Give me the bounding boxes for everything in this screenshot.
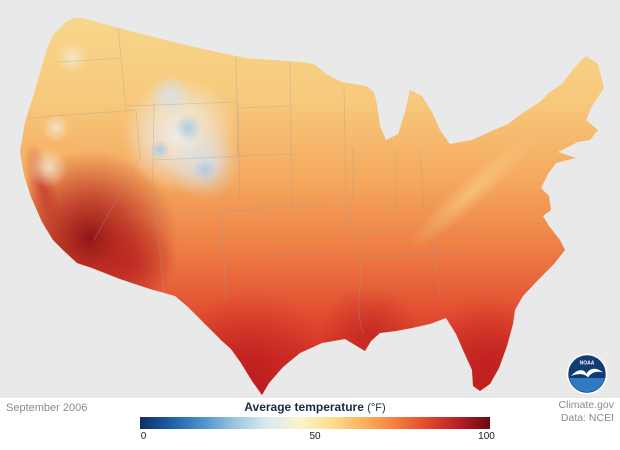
cool-zone-sierra bbox=[28, 148, 68, 188]
hot-zone-texas bbox=[175, 290, 325, 395]
noaa-bird-icon bbox=[571, 368, 603, 378]
credit-data: Data: NCEI bbox=[560, 411, 614, 424]
temperature-legend: Average temperature (°F) 0 50 100 bbox=[140, 398, 495, 450]
cool-zone-north-sierra bbox=[42, 114, 70, 142]
legend-unit: (°F) bbox=[367, 402, 386, 414]
legend-tick-50: 50 bbox=[309, 431, 321, 442]
legend-colorbar bbox=[140, 417, 490, 429]
noaa-sea bbox=[569, 378, 605, 393]
legend-title: Average temperature (°F) bbox=[140, 400, 490, 414]
us-temperature-map bbox=[20, 18, 604, 395]
noaa-logo-label: NOAA bbox=[580, 361, 595, 367]
noaa-emblem-icon: NOAA bbox=[566, 353, 608, 395]
legend-ticks: 0 50 100 bbox=[140, 431, 495, 445]
cold-spot-uinta bbox=[174, 114, 202, 142]
state-borders bbox=[27, 25, 471, 335]
noaa-logo: NOAA bbox=[566, 353, 608, 395]
credits: Climate.gov Data: NCEI bbox=[559, 399, 614, 424]
cold-spot-colorado bbox=[193, 158, 217, 182]
legend-tick-100: 100 bbox=[478, 431, 495, 442]
legend-tick-0: 0 bbox=[140, 431, 147, 442]
map-area bbox=[0, 0, 620, 398]
credit-source: Climate.gov bbox=[558, 399, 614, 411]
cool-zone-cascades bbox=[56, 42, 88, 74]
footer: September 2006 Average temperature (°F) … bbox=[0, 398, 620, 450]
date-label: September 2006 bbox=[6, 402, 88, 414]
cool-zone-appalachians bbox=[408, 134, 536, 250]
cool-zone-yellowstone bbox=[150, 75, 190, 115]
cold-spot-utah bbox=[150, 140, 170, 160]
legend-title-text: Average temperature bbox=[244, 400, 364, 414]
